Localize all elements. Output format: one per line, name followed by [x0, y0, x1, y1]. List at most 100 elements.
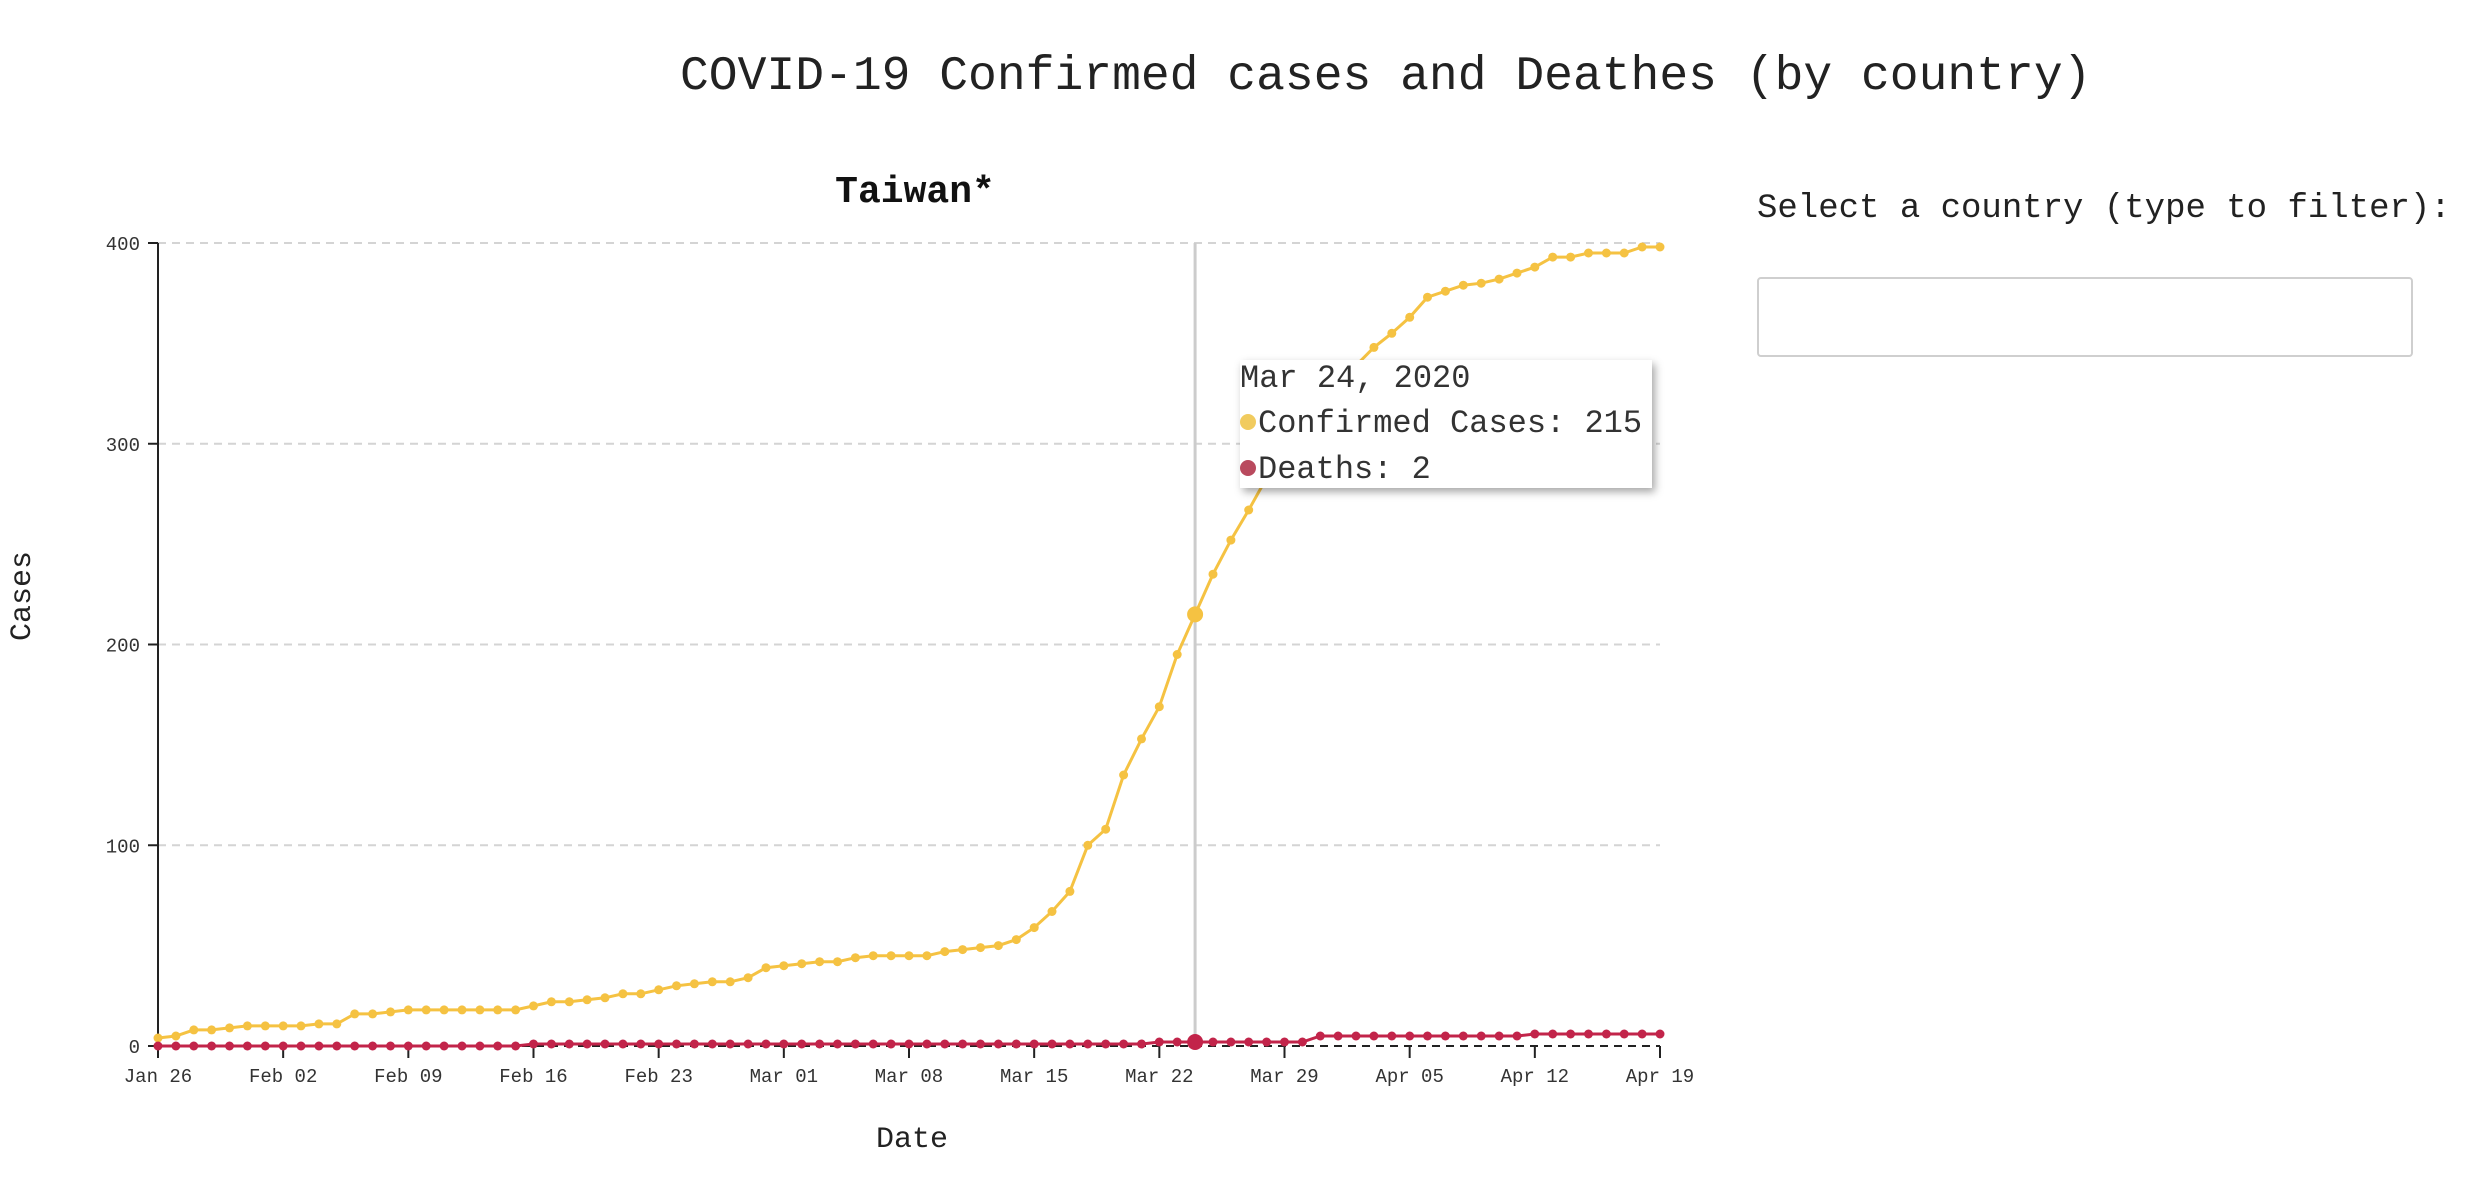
deaths-point[interactable] — [1601, 1029, 1611, 1039]
confirmed-cases-point[interactable] — [421, 1005, 431, 1015]
confirmed-cases-point[interactable] — [636, 989, 646, 999]
confirmed-cases-point[interactable] — [689, 979, 699, 989]
confirmed-cases-point[interactable] — [1584, 248, 1593, 258]
confirmed-cases-point[interactable] — [868, 951, 878, 961]
deaths-point[interactable] — [958, 1039, 968, 1049]
deaths-point[interactable] — [1011, 1039, 1021, 1049]
confirmed-cases-point[interactable] — [1619, 248, 1629, 258]
deaths-point[interactable] — [1119, 1039, 1129, 1049]
deaths-point[interactable] — [511, 1041, 521, 1051]
confirmed-cases-point[interactable] — [475, 1005, 485, 1015]
confirmed-cases-point[interactable] — [153, 1033, 163, 1043]
deaths-point[interactable] — [1315, 1031, 1325, 1041]
confirmed-cases-point[interactable] — [1512, 268, 1522, 278]
confirmed-cases-point[interactable] — [654, 985, 664, 995]
deaths-point[interactable] — [386, 1041, 395, 1051]
deaths-point[interactable] — [672, 1039, 681, 1049]
confirmed-cases-point[interactable] — [242, 1021, 252, 1031]
deaths-point[interactable] — [600, 1039, 610, 1049]
deaths-point[interactable] — [1297, 1037, 1307, 1047]
confirmed-cases-point[interactable] — [940, 947, 950, 957]
deaths-point[interactable] — [314, 1041, 324, 1051]
confirmed-cases-point[interactable] — [1637, 242, 1647, 252]
deaths-point[interactable] — [1101, 1039, 1111, 1049]
deaths-point[interactable] — [1137, 1039, 1146, 1049]
deaths-point[interactable] — [260, 1041, 270, 1051]
deaths-point[interactable] — [1351, 1031, 1361, 1041]
confirmed-cases-point[interactable] — [743, 973, 753, 983]
series-layer[interactable] — [153, 242, 1665, 1051]
deaths-point[interactable] — [797, 1039, 807, 1049]
confirmed-cases-point[interactable] — [725, 977, 735, 987]
confirmed-cases-point[interactable] — [993, 941, 1003, 951]
confirmed-cases-point[interactable] — [546, 997, 556, 1007]
deaths-point[interactable] — [618, 1039, 628, 1049]
deaths-point[interactable] — [1187, 1034, 1204, 1050]
deaths-point[interactable] — [1029, 1039, 1039, 1049]
confirmed-cases-point[interactable] — [815, 957, 825, 967]
country-filter-input[interactable] — [1757, 277, 2413, 357]
confirmed-cases-point[interactable] — [922, 951, 932, 961]
confirmed-cases-point[interactable] — [189, 1025, 199, 1035]
deaths-point[interactable] — [922, 1039, 932, 1049]
deaths-point[interactable] — [1083, 1039, 1093, 1049]
confirmed-cases-point[interactable] — [1119, 770, 1129, 780]
confirmed-cases-point[interactable] — [1029, 923, 1039, 933]
deaths-point[interactable] — [1405, 1031, 1415, 1041]
confirmed-cases-point[interactable] — [1548, 252, 1558, 262]
confirmed-cases-point[interactable] — [1154, 702, 1164, 712]
deaths-point[interactable] — [850, 1039, 860, 1049]
confirmed-cases-point[interactable] — [457, 1005, 467, 1015]
confirmed-cases-point[interactable] — [386, 1007, 395, 1017]
confirmed-cases-point[interactable] — [278, 1021, 288, 1031]
confirmed-cases-point[interactable] — [1387, 328, 1397, 338]
deaths-point[interactable] — [189, 1041, 199, 1051]
confirmed-cases-point[interactable] — [850, 953, 860, 963]
confirmed-cases-point[interactable] — [1369, 342, 1379, 352]
deaths-point[interactable] — [940, 1039, 950, 1049]
deaths-point[interactable] — [1262, 1037, 1272, 1047]
confirmed-cases-point[interactable] — [1601, 248, 1611, 258]
deaths-point[interactable] — [403, 1041, 413, 1051]
confirmed-cases-point[interactable] — [958, 945, 968, 955]
deaths-point[interactable] — [1458, 1031, 1468, 1041]
deaths-point[interactable] — [207, 1041, 217, 1051]
deaths-point[interactable] — [779, 1039, 789, 1049]
confirmed-cases-point[interactable] — [1566, 252, 1576, 262]
deaths-point[interactable] — [368, 1041, 378, 1051]
confirmed-cases-point[interactable] — [1083, 840, 1093, 850]
confirmed-cases-point[interactable] — [707, 977, 717, 987]
confirmed-cases-point[interactable] — [1405, 312, 1415, 322]
deaths-point[interactable] — [1512, 1031, 1522, 1041]
deaths-point[interactable] — [689, 1039, 699, 1049]
confirmed-cases-point[interactable] — [1065, 886, 1075, 896]
deaths-point[interactable] — [833, 1039, 842, 1049]
deaths-point[interactable] — [493, 1041, 503, 1051]
confirmed-cases-point[interactable] — [332, 1019, 342, 1029]
confirmed-cases-point[interactable] — [904, 951, 914, 961]
deaths-point[interactable] — [475, 1041, 485, 1051]
deaths-point[interactable] — [976, 1039, 985, 1049]
deaths-point[interactable] — [1280, 1037, 1289, 1047]
deaths-point[interactable] — [868, 1039, 878, 1049]
confirmed-cases-point[interactable] — [1187, 606, 1204, 623]
deaths-point[interactable] — [1065, 1039, 1075, 1049]
confirmed-cases-point[interactable] — [1047, 907, 1057, 916]
confirmed-cases-point[interactable] — [564, 997, 574, 1007]
deaths-point[interactable] — [546, 1039, 556, 1049]
confirmed-cases-point[interactable] — [529, 1001, 538, 1011]
deaths-point[interactable] — [743, 1039, 753, 1049]
deaths-point[interactable] — [529, 1039, 538, 1049]
confirmed-cases-point[interactable] — [1101, 824, 1111, 834]
confirmed-cases-point[interactable] — [886, 951, 896, 961]
deaths-point[interactable] — [1440, 1031, 1450, 1041]
deaths-point[interactable] — [1584, 1029, 1593, 1039]
confirmed-cases-point[interactable] — [207, 1025, 217, 1035]
confirmed-cases-point[interactable] — [779, 961, 789, 971]
deaths-point[interactable] — [171, 1041, 181, 1051]
confirmed-cases-point[interactable] — [797, 959, 807, 969]
deaths-point[interactable] — [1172, 1037, 1182, 1047]
deaths-point[interactable] — [1333, 1031, 1343, 1041]
deaths-point[interactable] — [332, 1041, 342, 1051]
confirmed-cases-point[interactable] — [1244, 505, 1254, 515]
